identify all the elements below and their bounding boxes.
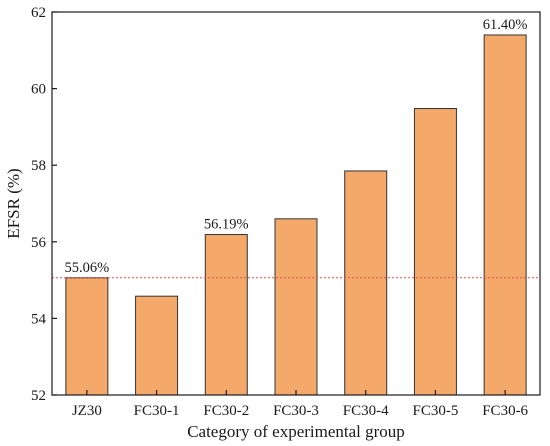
- y-tick-label: 62: [31, 5, 46, 21]
- x-axis-title: Category of experimental group: [187, 422, 405, 441]
- x-tick-label: FC30-5: [413, 403, 459, 419]
- data-label-jz30: 55.06%: [64, 260, 109, 276]
- bar-fc30-3: [274, 218, 318, 396]
- y-axis-ticks: 52 54 56 58 60 62: [31, 5, 57, 404]
- bar-fc30-6: [483, 34, 527, 396]
- bar-fc30-1: [135, 295, 179, 396]
- y-axis-title: EFSR (%): [4, 168, 23, 238]
- y-tick-label: 60: [31, 82, 46, 98]
- bar-fc30-2: [204, 234, 248, 396]
- x-tick-label: FC30-4: [343, 403, 389, 419]
- bars-group: [65, 34, 527, 396]
- bar-fc30-4: [344, 170, 388, 396]
- x-tick-label: FC30-2: [203, 403, 249, 419]
- y-tick-label: 54: [31, 311, 47, 327]
- x-tick-label: FC30-1: [134, 403, 180, 419]
- y-tick-label: 52: [31, 388, 46, 404]
- y-tick-label: 56: [31, 235, 47, 251]
- y-tick-label: 58: [31, 158, 46, 174]
- x-tick-label: FC30-3: [273, 403, 319, 419]
- bar-jz30: [65, 277, 109, 396]
- x-tick-label: JZ30: [72, 403, 102, 419]
- data-label-fc30-6: 61.40%: [483, 17, 528, 33]
- data-label-fc30-2: 56.19%: [204, 217, 249, 233]
- data-labels-group: 55.06% 56.19% 61.40%: [64, 17, 527, 276]
- bar-fc30-5: [413, 108, 457, 396]
- x-axis-ticks: JZ30 FC30-1 FC30-2 FC30-3 FC30-4 FC30-5 FC30-6: [72, 390, 529, 419]
- x-tick-label: FC30-6: [482, 403, 528, 419]
